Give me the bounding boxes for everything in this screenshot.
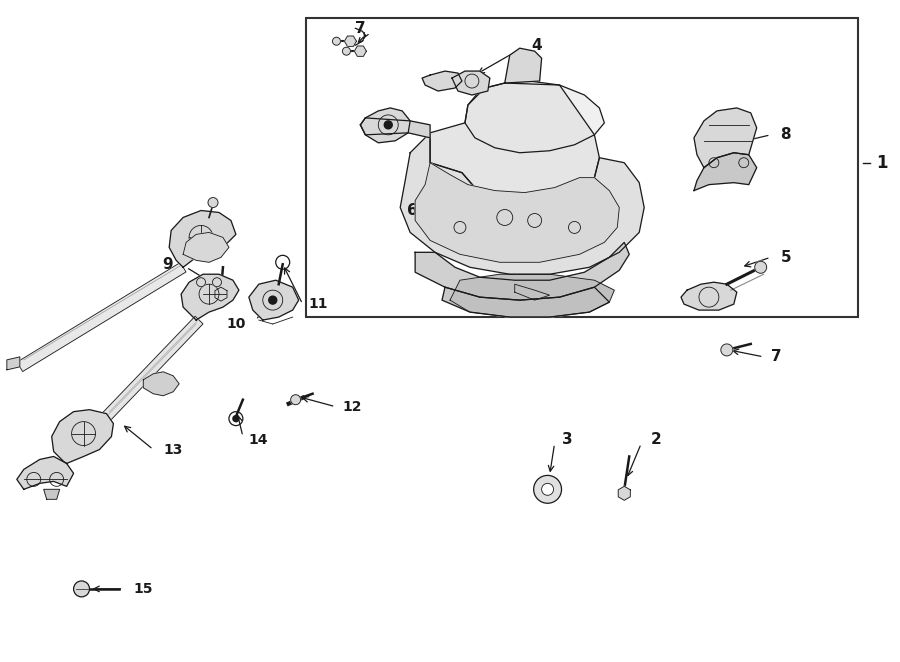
Polygon shape <box>694 153 757 191</box>
Polygon shape <box>442 287 609 317</box>
Circle shape <box>196 278 205 287</box>
Circle shape <box>208 197 218 207</box>
Polygon shape <box>7 357 20 370</box>
Text: 7: 7 <box>356 21 366 36</box>
Polygon shape <box>505 48 542 83</box>
Text: 3: 3 <box>562 432 572 447</box>
Polygon shape <box>694 108 757 167</box>
Polygon shape <box>422 71 462 91</box>
Circle shape <box>534 475 562 503</box>
Text: 1: 1 <box>877 154 887 171</box>
Text: 12: 12 <box>343 400 362 414</box>
Text: 14: 14 <box>248 432 268 447</box>
Polygon shape <box>169 211 236 267</box>
Polygon shape <box>430 83 599 201</box>
Text: 8: 8 <box>780 127 791 142</box>
Circle shape <box>291 395 301 404</box>
Polygon shape <box>181 274 238 320</box>
Polygon shape <box>51 410 113 463</box>
Text: 11: 11 <box>309 297 328 311</box>
Polygon shape <box>183 232 229 262</box>
Text: 15: 15 <box>133 582 153 596</box>
Polygon shape <box>452 71 490 95</box>
Text: 7: 7 <box>770 350 781 364</box>
Circle shape <box>343 47 350 55</box>
Circle shape <box>269 296 276 304</box>
Polygon shape <box>17 263 186 371</box>
Text: 4: 4 <box>532 38 543 53</box>
Polygon shape <box>215 287 227 301</box>
Circle shape <box>233 416 238 422</box>
Polygon shape <box>143 372 179 396</box>
Circle shape <box>332 37 340 45</box>
Polygon shape <box>345 36 356 46</box>
Text: 10: 10 <box>227 317 246 331</box>
Text: 13: 13 <box>163 442 183 457</box>
Circle shape <box>384 121 392 129</box>
Circle shape <box>74 581 89 597</box>
Polygon shape <box>618 487 630 500</box>
Circle shape <box>755 261 767 273</box>
Text: 9: 9 <box>163 257 173 272</box>
Text: 6: 6 <box>408 203 418 218</box>
Polygon shape <box>415 163 619 262</box>
Polygon shape <box>17 457 74 489</box>
Polygon shape <box>450 274 615 317</box>
Circle shape <box>542 483 554 495</box>
Bar <box>306 19 859 317</box>
Text: 2: 2 <box>652 432 662 447</box>
Circle shape <box>212 278 221 287</box>
Polygon shape <box>681 282 737 310</box>
Polygon shape <box>44 489 59 499</box>
Polygon shape <box>355 46 366 56</box>
Polygon shape <box>103 316 203 420</box>
Text: 5: 5 <box>780 250 791 265</box>
Polygon shape <box>465 81 604 153</box>
Circle shape <box>721 344 733 356</box>
Polygon shape <box>360 118 430 138</box>
Polygon shape <box>415 242 629 300</box>
Polygon shape <box>248 280 299 320</box>
Polygon shape <box>400 133 644 274</box>
Polygon shape <box>360 108 410 143</box>
